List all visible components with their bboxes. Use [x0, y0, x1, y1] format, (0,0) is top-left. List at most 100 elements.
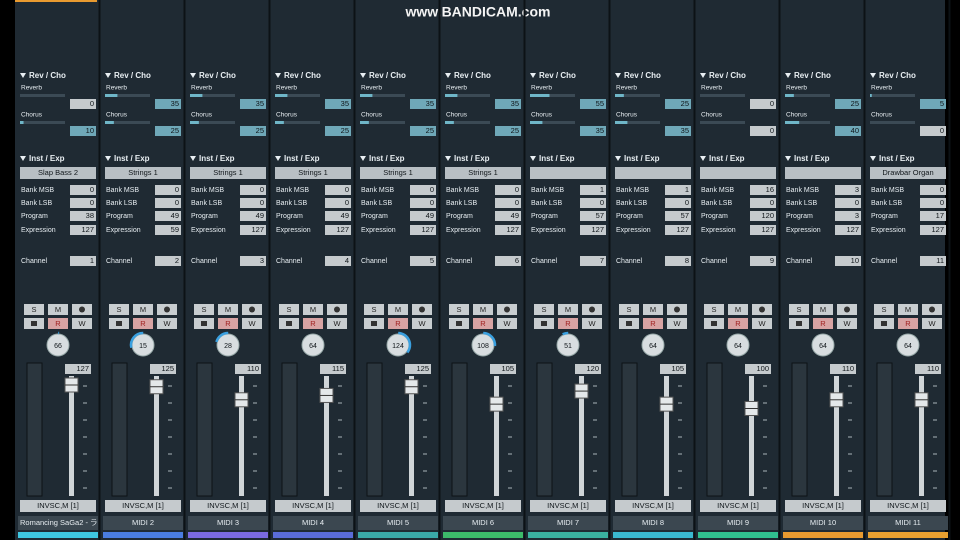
send-value-box[interactable] [70, 126, 96, 136]
output-box[interactable] [785, 500, 861, 512]
button[interactable] [412, 318, 432, 329]
param-box[interactable] [750, 211, 776, 221]
send-value-box[interactable] [750, 126, 776, 136]
button[interactable] [558, 318, 578, 329]
param-box[interactable] [495, 185, 521, 195]
param-box[interactable] [580, 185, 606, 195]
button[interactable] [473, 318, 493, 329]
param-box[interactable] [325, 225, 351, 235]
param-box[interactable] [155, 225, 181, 235]
button[interactable] [133, 304, 153, 315]
param-box[interactable] [410, 198, 436, 208]
output-box[interactable] [20, 500, 96, 512]
name-box[interactable] [783, 516, 863, 530]
param-box[interactable] [240, 198, 266, 208]
param-box[interactable] [155, 256, 181, 266]
send-value-box[interactable] [325, 99, 351, 109]
volume-box[interactable] [660, 364, 686, 374]
send-value-box[interactable] [835, 99, 861, 109]
send-value-box[interactable] [665, 99, 691, 109]
param-box[interactable] [835, 211, 861, 221]
param-box[interactable] [70, 198, 96, 208]
name-box[interactable] [698, 516, 778, 530]
volume-box[interactable] [830, 364, 856, 374]
volume-box[interactable] [235, 364, 261, 374]
param-box[interactable] [325, 256, 351, 266]
button[interactable] [534, 304, 554, 315]
volume-box[interactable] [405, 364, 431, 374]
param-box[interactable] [665, 256, 691, 266]
pan-knob[interactable] [641, 333, 665, 357]
button[interactable] [667, 318, 687, 329]
param-box[interactable] [580, 225, 606, 235]
param-box[interactable] [410, 211, 436, 221]
param-box[interactable] [920, 185, 946, 195]
param-box[interactable] [835, 256, 861, 266]
pan-knob[interactable] [811, 333, 835, 357]
pan-knob[interactable] [726, 333, 750, 357]
param-box[interactable] [155, 211, 181, 221]
param-box[interactable] [835, 198, 861, 208]
instrument-box[interactable] [870, 167, 946, 179]
param-box[interactable] [580, 256, 606, 266]
button[interactable] [837, 318, 857, 329]
param-box[interactable] [70, 211, 96, 221]
volume-box[interactable] [575, 364, 601, 374]
param-box[interactable] [240, 211, 266, 221]
param-box[interactable] [325, 185, 351, 195]
output-box[interactable] [275, 500, 351, 512]
param-box[interactable] [155, 185, 181, 195]
param-box[interactable] [750, 185, 776, 195]
param-box[interactable] [580, 198, 606, 208]
button[interactable] [24, 304, 44, 315]
pan-knob[interactable] [301, 333, 325, 357]
button[interactable] [473, 304, 493, 315]
param-box[interactable] [70, 185, 96, 195]
button[interactable] [789, 304, 809, 315]
button[interactable] [327, 318, 347, 329]
name-box[interactable] [273, 516, 353, 530]
button[interactable] [242, 318, 262, 329]
button[interactable] [157, 318, 177, 329]
name-box[interactable] [868, 516, 948, 530]
button[interactable] [898, 318, 918, 329]
button[interactable] [303, 318, 323, 329]
instrument-box[interactable] [700, 167, 776, 179]
param-box[interactable] [750, 198, 776, 208]
button[interactable] [497, 318, 517, 329]
button[interactable] [752, 318, 772, 329]
send-value-box[interactable] [750, 99, 776, 109]
button[interactable] [109, 304, 129, 315]
instrument-box[interactable] [275, 167, 351, 179]
volume-box[interactable] [745, 364, 771, 374]
output-box[interactable] [360, 500, 436, 512]
param-box[interactable] [325, 211, 351, 221]
instrument-box[interactable] [445, 167, 521, 179]
param-box[interactable] [920, 256, 946, 266]
param-box[interactable] [920, 198, 946, 208]
button[interactable] [194, 304, 214, 315]
param-box[interactable] [665, 198, 691, 208]
param-box[interactable] [240, 185, 266, 195]
param-box[interactable] [835, 185, 861, 195]
button[interactable] [388, 304, 408, 315]
send-value-box[interactable] [495, 99, 521, 109]
param-box[interactable] [240, 225, 266, 235]
volume-box[interactable] [490, 364, 516, 374]
button[interactable] [48, 318, 68, 329]
button[interactable] [558, 304, 578, 315]
output-box[interactable] [190, 500, 266, 512]
name-box[interactable] [358, 516, 438, 530]
button[interactable] [582, 318, 602, 329]
param-box[interactable] [665, 225, 691, 235]
output-box[interactable] [105, 500, 181, 512]
button[interactable] [72, 318, 92, 329]
name-box[interactable] [188, 516, 268, 530]
param-box[interactable] [70, 256, 96, 266]
output-box[interactable] [870, 500, 946, 512]
param-box[interactable] [240, 256, 266, 266]
send-value-box[interactable] [155, 99, 181, 109]
param-box[interactable] [325, 198, 351, 208]
instrument-box[interactable] [785, 167, 861, 179]
name-box[interactable] [528, 516, 608, 530]
